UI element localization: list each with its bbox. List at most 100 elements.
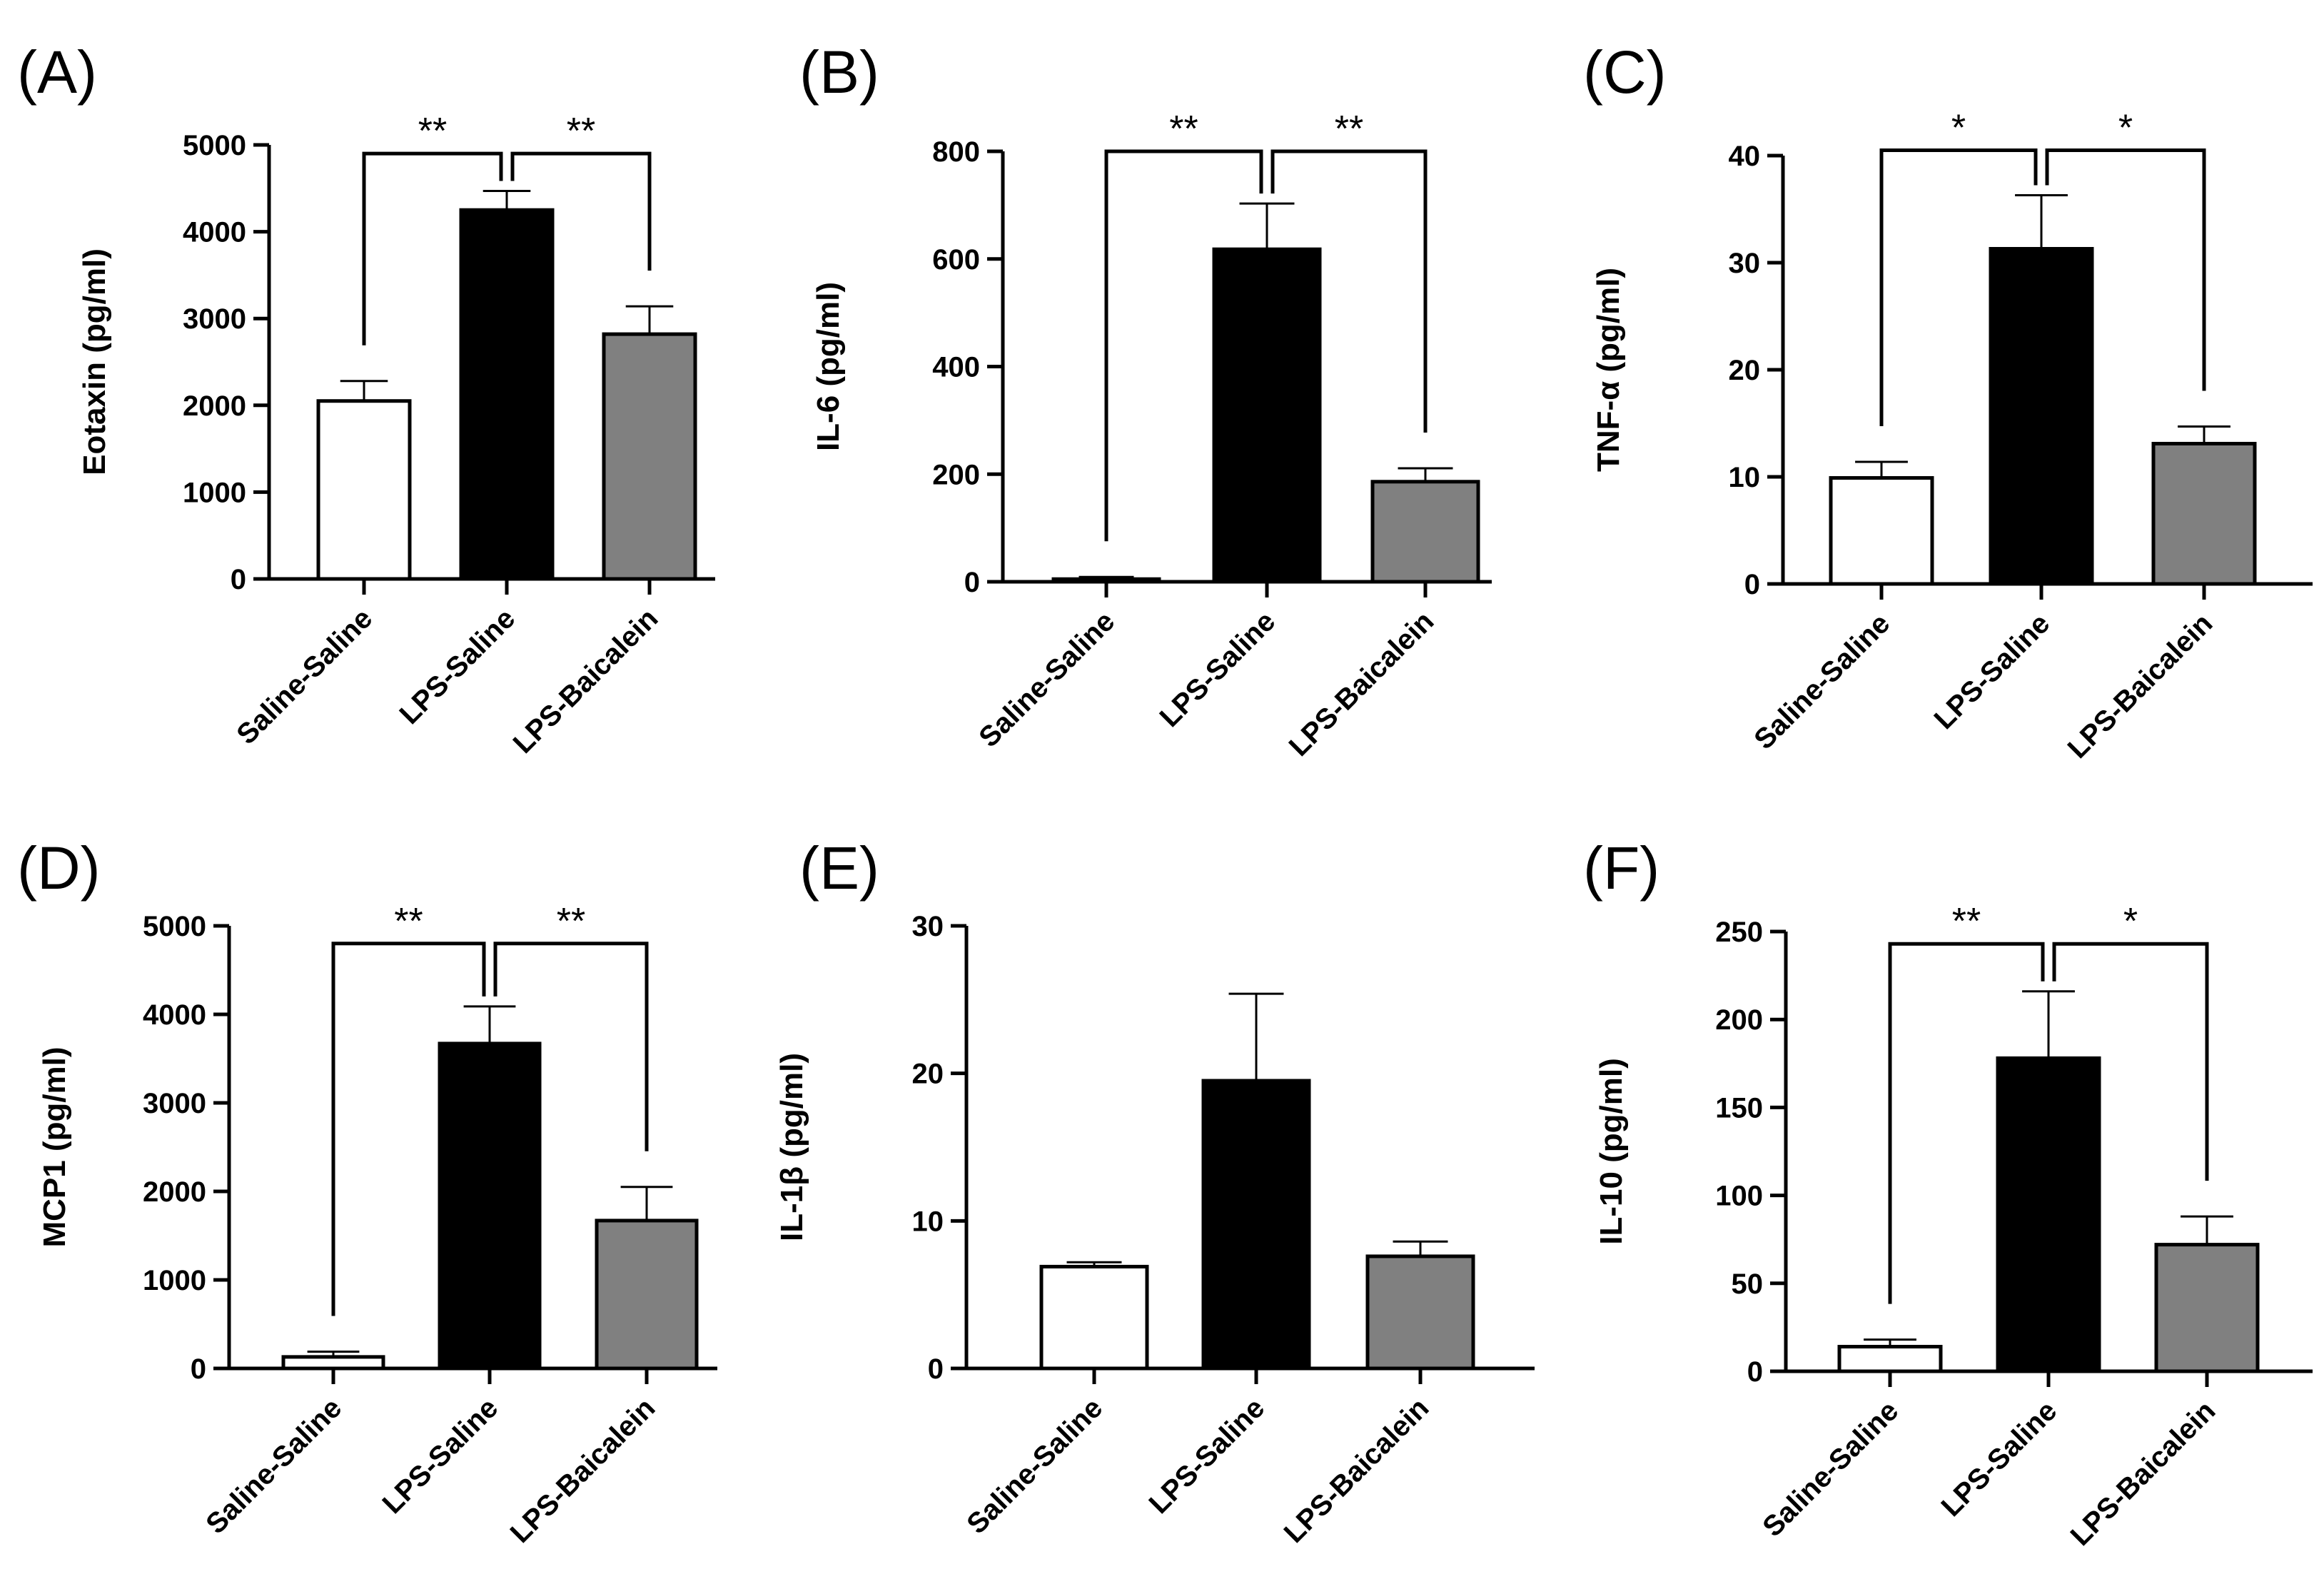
bar — [602, 332, 697, 581]
y-tick-label: 20 — [912, 1059, 944, 1090]
x-tick-label: Saline-Saline — [1748, 607, 1896, 755]
x-tick-label: LPS-Saline — [1928, 607, 2056, 735]
y-tick-label: 4000 — [143, 999, 206, 1031]
y-tick-label: 50 — [1732, 1268, 1764, 1300]
y-tick-label: 100 — [1715, 1181, 1763, 1212]
x-tick-label: LPS-Baicalein — [2065, 1395, 2222, 1552]
significance-bracket — [331, 942, 486, 1316]
bar — [2154, 1243, 2260, 1373]
panel-label: (E) — [799, 834, 879, 902]
y-tick-label: 5000 — [143, 911, 206, 942]
x-tick-label: LPS-Baicalein — [507, 602, 665, 760]
y-tick-label: 1000 — [143, 1265, 206, 1296]
y-tick-label: 0 — [1747, 1356, 1763, 1388]
y-tick-label: 10 — [1729, 462, 1761, 493]
x-tick-label: LPS-Saline — [1143, 1392, 1270, 1520]
panel-label: (C) — [1583, 39, 1667, 106]
x-tick-label: Saline-Saline — [200, 1392, 348, 1540]
y-axis-title: MCP1 (pg/ml) — [37, 1046, 72, 1247]
bar — [1829, 476, 1934, 586]
y-tick-label: 2000 — [183, 390, 246, 422]
significance-bracket — [2052, 942, 2209, 1181]
y-tick-label: 600 — [932, 244, 980, 276]
bar — [2151, 442, 2257, 586]
x-tick-label: LPS-Saline — [1153, 605, 1281, 733]
significance-label: ** — [557, 901, 585, 942]
bar — [595, 1219, 699, 1371]
bar — [1365, 1254, 1475, 1371]
significance-label: ** — [1169, 109, 1198, 150]
y-tick-label: 800 — [932, 136, 980, 168]
y-tick-label: 30 — [912, 911, 944, 942]
significance-label: ** — [1335, 109, 1363, 150]
y-tick-label: 200 — [1715, 1004, 1763, 1036]
bar — [459, 208, 555, 581]
x-tick-label: Saline-Saline — [961, 1392, 1108, 1540]
bar — [1370, 480, 1480, 584]
y-axis-title: TNF-α (pg/ml) — [1591, 268, 1626, 472]
significance-bracket — [510, 151, 652, 271]
x-tick-label: Saline-Saline — [1757, 1395, 1904, 1543]
bar — [316, 399, 412, 581]
panel-label: (F) — [1583, 834, 1659, 902]
y-tick-label: 30 — [1729, 248, 1761, 279]
panel-label: (B) — [799, 39, 879, 106]
chart-panel: (D) MCP1 (pg/ml) 0 1000 2000 3000 4000 5000 Sali… — [17, 834, 717, 1549]
y-axis-title: IL-10 (pg/ml) — [1594, 1058, 1629, 1245]
y-tick-label: 0 — [964, 567, 980, 598]
significance-bracket — [493, 942, 649, 1151]
chart-panel: (A) Eotaxin (pg/ml) 0 1000 2000 3000 4000 5000 S… — [17, 39, 715, 760]
significance-label: ** — [418, 111, 447, 152]
y-tick-label: 3000 — [143, 1088, 206, 1119]
significance-bracket — [2045, 148, 2206, 391]
panel-label: (D) — [17, 834, 101, 902]
y-tick-label: 250 — [1715, 917, 1763, 948]
y-tick-label: 0 — [1744, 569, 1760, 600]
y-tick-label: 0 — [928, 1353, 944, 1385]
significance-label: * — [2123, 901, 2138, 942]
y-tick-label: 10 — [912, 1206, 944, 1237]
x-tick-label: LPS-Baicalein — [505, 1392, 662, 1549]
y-axis-title: Eotaxin (pg/ml) — [77, 248, 112, 475]
x-tick-label: LPS-Baicalein — [1278, 1392, 1435, 1549]
bar — [1989, 247, 2094, 586]
y-tick-label: 2000 — [143, 1176, 206, 1208]
y-tick-label: 0 — [231, 564, 246, 595]
x-tick-label: Saline-Saline — [973, 605, 1121, 753]
y-tick-label: 1000 — [183, 477, 246, 508]
x-tick-label: LPS-Baicalein — [1283, 605, 1440, 762]
x-tick-label: LPS-Baicalein — [2062, 607, 2219, 765]
y-tick-label: 40 — [1729, 141, 1761, 172]
x-tick-label: LPS-Saline — [1935, 1395, 2063, 1523]
y-tick-label: 200 — [932, 459, 980, 490]
bar — [1051, 577, 1161, 584]
y-tick-label: 150 — [1715, 1092, 1763, 1124]
x-tick-label: LPS-Saline — [376, 1392, 504, 1520]
bar — [281, 1355, 385, 1371]
significance-bracket — [1888, 942, 2045, 1304]
y-tick-label: 20 — [1729, 355, 1761, 386]
bar — [1212, 247, 1322, 584]
y-axis-title: IL-1β (pg/ml) — [774, 1053, 809, 1241]
bar — [1039, 1264, 1149, 1371]
chart-panel: (B) IL-6 (pg/ml) 0 200 400 600 800 Saline-Salin… — [799, 39, 1492, 762]
significance-label: ** — [1952, 901, 1981, 942]
significance-label: * — [2118, 108, 2133, 149]
y-tick-label: 400 — [932, 352, 980, 383]
y-tick-label: 5000 — [183, 130, 246, 161]
chart-panel: (E) IL-1β (pg/ml) 0 10 20 30 Saline-Saline LPS-… — [774, 834, 1535, 1549]
significance-label: * — [1951, 108, 1966, 149]
significance-bracket — [1270, 149, 1428, 433]
significance-bracket — [1104, 149, 1263, 542]
panel-label: (A) — [17, 39, 97, 106]
y-axis-title: IL-6 (pg/ml) — [811, 282, 846, 451]
significance-bracket — [1879, 148, 2038, 426]
y-tick-label: 0 — [191, 1353, 206, 1385]
significance-bracket — [362, 151, 503, 345]
bar — [1837, 1345, 1943, 1373]
chart-panel: (F) IL-10 (pg/ml) 0 50 100 150 200 250 Saline-Sa… — [1583, 834, 2313, 1552]
x-tick-label: LPS-Saline — [393, 602, 521, 730]
significance-label: ** — [567, 111, 595, 152]
